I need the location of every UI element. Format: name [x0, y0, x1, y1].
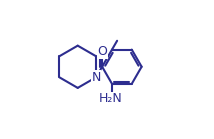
Text: H₂N: H₂N — [99, 92, 123, 105]
Text: N: N — [91, 71, 101, 84]
Text: O: O — [97, 45, 107, 58]
